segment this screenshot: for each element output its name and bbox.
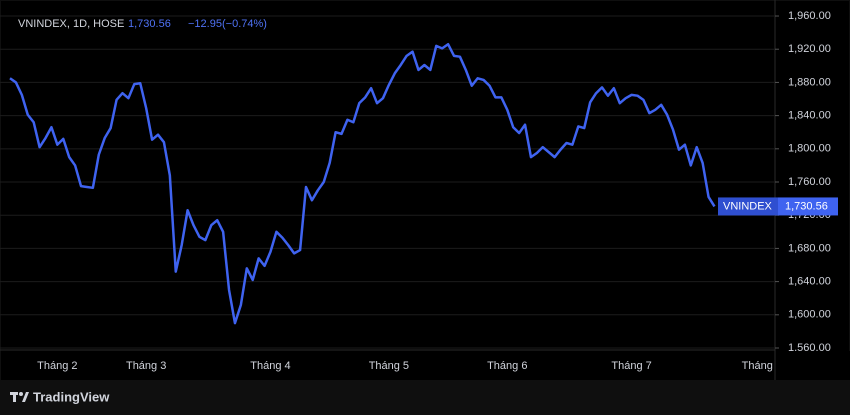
- y-tick-label: 1,800.00: [788, 143, 831, 155]
- plot: [9, 42, 716, 325]
- change: −12.95: [188, 18, 222, 30]
- y-tick-label: 1,640.00: [788, 276, 831, 288]
- grid: [0, 15, 775, 349]
- y-tick-label: 1,960.00: [788, 10, 831, 22]
- brand: TradingView: [33, 389, 110, 404]
- y-tick-label: 1,600.00: [788, 309, 831, 321]
- x-tick-label: Tháng 5: [369, 360, 409, 372]
- y-tick-label: 1,560.00: [788, 342, 831, 354]
- badge-price: 1,730.56: [785, 200, 828, 212]
- change-percent: (−0.74%): [222, 18, 267, 30]
- badge-name-bg: [718, 197, 778, 216]
- badge-name: VNINDEX: [723, 200, 773, 212]
- x-tick-label: Tháng 4: [250, 360, 290, 372]
- last-price: 1,730.56: [128, 18, 171, 30]
- y-tick-label: 1,920.00: [788, 43, 831, 55]
- price-axis-background: [775, 351, 850, 380]
- x-tick-label: Tháng 8: [742, 360, 782, 372]
- logo-slash: [22, 392, 29, 402]
- y-tick-label: 1,680.00: [788, 242, 831, 254]
- price-line: [9, 42, 716, 325]
- y-tick-label: 1,760.00: [788, 176, 831, 188]
- x-tick-label: Tháng 3: [126, 360, 166, 372]
- plot-background: [1, 1, 849, 380]
- logo: [10, 392, 29, 402]
- y-tick-label: 1,840.00: [788, 110, 831, 122]
- y-tick-label: 1,880.00: [788, 76, 831, 88]
- x-tick-label: Tháng 6: [487, 360, 527, 372]
- logo-dot: [19, 392, 23, 396]
- x-tick-label: Tháng 2: [37, 360, 77, 372]
- badge-price-bg: [778, 197, 838, 216]
- logo-stem: [13, 392, 16, 402]
- x-tick-label: Tháng 7: [611, 360, 651, 372]
- chart-title: VNINDEX, 1D, HOSE: [18, 18, 124, 30]
